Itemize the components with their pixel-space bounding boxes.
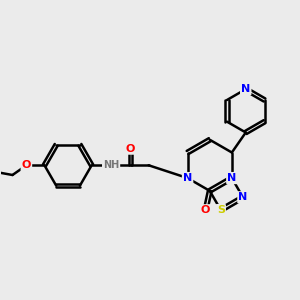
Text: S: S bbox=[217, 205, 225, 215]
Text: NH: NH bbox=[103, 160, 119, 170]
Text: O: O bbox=[201, 205, 210, 215]
Text: O: O bbox=[22, 160, 31, 170]
Text: O: O bbox=[126, 144, 135, 154]
Text: N: N bbox=[241, 84, 250, 94]
Text: N: N bbox=[238, 192, 248, 202]
Text: N: N bbox=[183, 173, 192, 183]
Text: N: N bbox=[227, 173, 236, 183]
